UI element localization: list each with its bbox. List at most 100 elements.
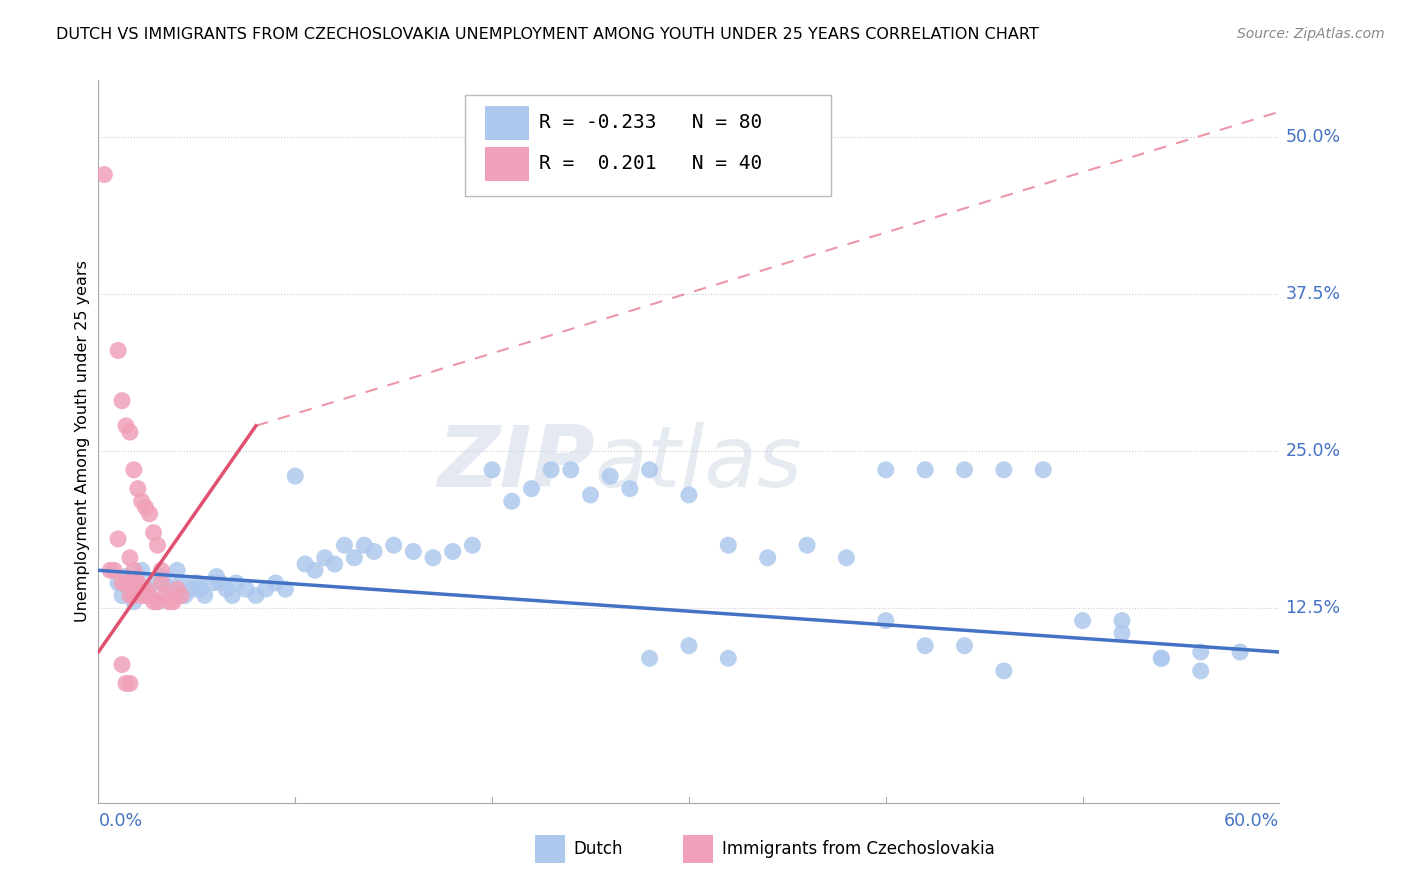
FancyBboxPatch shape [683, 835, 713, 863]
Point [1189, 645, 1212, 659]
Text: 50.0%: 50.0% [1285, 128, 1340, 145]
Point [993, 664, 1015, 678]
Point [501, 494, 523, 508]
Point [294, 557, 316, 571]
Text: 0.0%: 0.0% [98, 812, 142, 830]
Point [599, 469, 621, 483]
Text: 37.5%: 37.5% [1285, 285, 1340, 303]
Point [441, 544, 464, 558]
Point [127, 482, 149, 496]
Point [914, 463, 936, 477]
Point [115, 418, 138, 433]
Point [422, 550, 444, 565]
Point [953, 463, 976, 477]
Point [118, 676, 141, 690]
Point [127, 575, 149, 590]
Point [993, 463, 1015, 477]
Point [638, 651, 661, 665]
Point [1111, 626, 1133, 640]
Point [190, 582, 212, 597]
Point [115, 569, 138, 583]
Point [122, 563, 145, 577]
Point [138, 589, 160, 603]
Point [1150, 651, 1173, 665]
Point [93, 168, 115, 182]
Point [162, 595, 184, 609]
Text: DUTCH VS IMMIGRANTS FROM CZECHOSLOVAKIA UNEMPLOYMENT AMONG YOUTH UNDER 25 YEARS : DUTCH VS IMMIGRANTS FROM CZECHOSLOVAKIA … [56, 27, 1039, 42]
Point [323, 557, 346, 571]
Point [756, 550, 779, 565]
Point [638, 463, 661, 477]
Point [1032, 463, 1054, 477]
Point [98, 563, 121, 577]
Point [678, 639, 700, 653]
Point [1111, 614, 1133, 628]
Point [146, 538, 169, 552]
Point [875, 614, 897, 628]
FancyBboxPatch shape [485, 147, 530, 181]
FancyBboxPatch shape [485, 105, 530, 140]
Point [166, 582, 188, 597]
Y-axis label: Unemployment Among Youth under 25 years: Unemployment Among Youth under 25 years [75, 260, 90, 623]
Point [284, 469, 307, 483]
Point [717, 538, 740, 552]
Point [796, 538, 818, 552]
Point [579, 488, 602, 502]
Point [157, 582, 180, 597]
Text: R = -0.233   N = 80: R = -0.233 N = 80 [538, 112, 762, 132]
Point [150, 569, 173, 583]
Point [170, 589, 193, 603]
Point [170, 575, 193, 590]
Point [875, 463, 897, 477]
Point [131, 589, 153, 603]
Point [520, 482, 543, 496]
Point [111, 589, 134, 603]
Point [135, 500, 157, 515]
Point [953, 639, 976, 653]
Point [221, 589, 243, 603]
Point [181, 582, 204, 597]
Point [225, 575, 247, 590]
Text: 12.5%: 12.5% [1285, 599, 1340, 617]
Point [131, 494, 153, 508]
Point [186, 575, 208, 590]
Point [135, 582, 157, 597]
Point [194, 589, 217, 603]
Text: ZIP: ZIP [437, 422, 595, 505]
Point [142, 575, 165, 590]
Point [481, 463, 503, 477]
Point [1189, 664, 1212, 678]
Text: 60.0%: 60.0% [1225, 812, 1279, 830]
FancyBboxPatch shape [536, 835, 565, 863]
Point [146, 595, 169, 609]
Point [157, 595, 180, 609]
Point [717, 651, 740, 665]
Point [155, 589, 177, 603]
Point [254, 582, 277, 597]
Point [304, 563, 326, 577]
Point [461, 538, 484, 552]
Point [264, 575, 287, 590]
Text: Immigrants from Czechoslovakia: Immigrants from Czechoslovakia [723, 840, 995, 858]
Point [155, 575, 177, 590]
Point [135, 582, 157, 597]
Point [205, 569, 228, 583]
Point [201, 575, 224, 590]
Text: atlas: atlas [595, 422, 803, 505]
Point [209, 575, 232, 590]
Point [107, 343, 129, 358]
Point [382, 538, 405, 552]
Text: 25.0%: 25.0% [1285, 442, 1340, 460]
Point [127, 575, 149, 590]
Point [150, 563, 173, 577]
Point [678, 488, 700, 502]
Point [138, 589, 160, 603]
Point [245, 589, 267, 603]
Point [1150, 651, 1173, 665]
Point [135, 589, 157, 603]
Point [1229, 645, 1251, 659]
Point [402, 544, 425, 558]
Point [118, 589, 141, 603]
Point [118, 582, 141, 597]
Point [111, 393, 134, 408]
